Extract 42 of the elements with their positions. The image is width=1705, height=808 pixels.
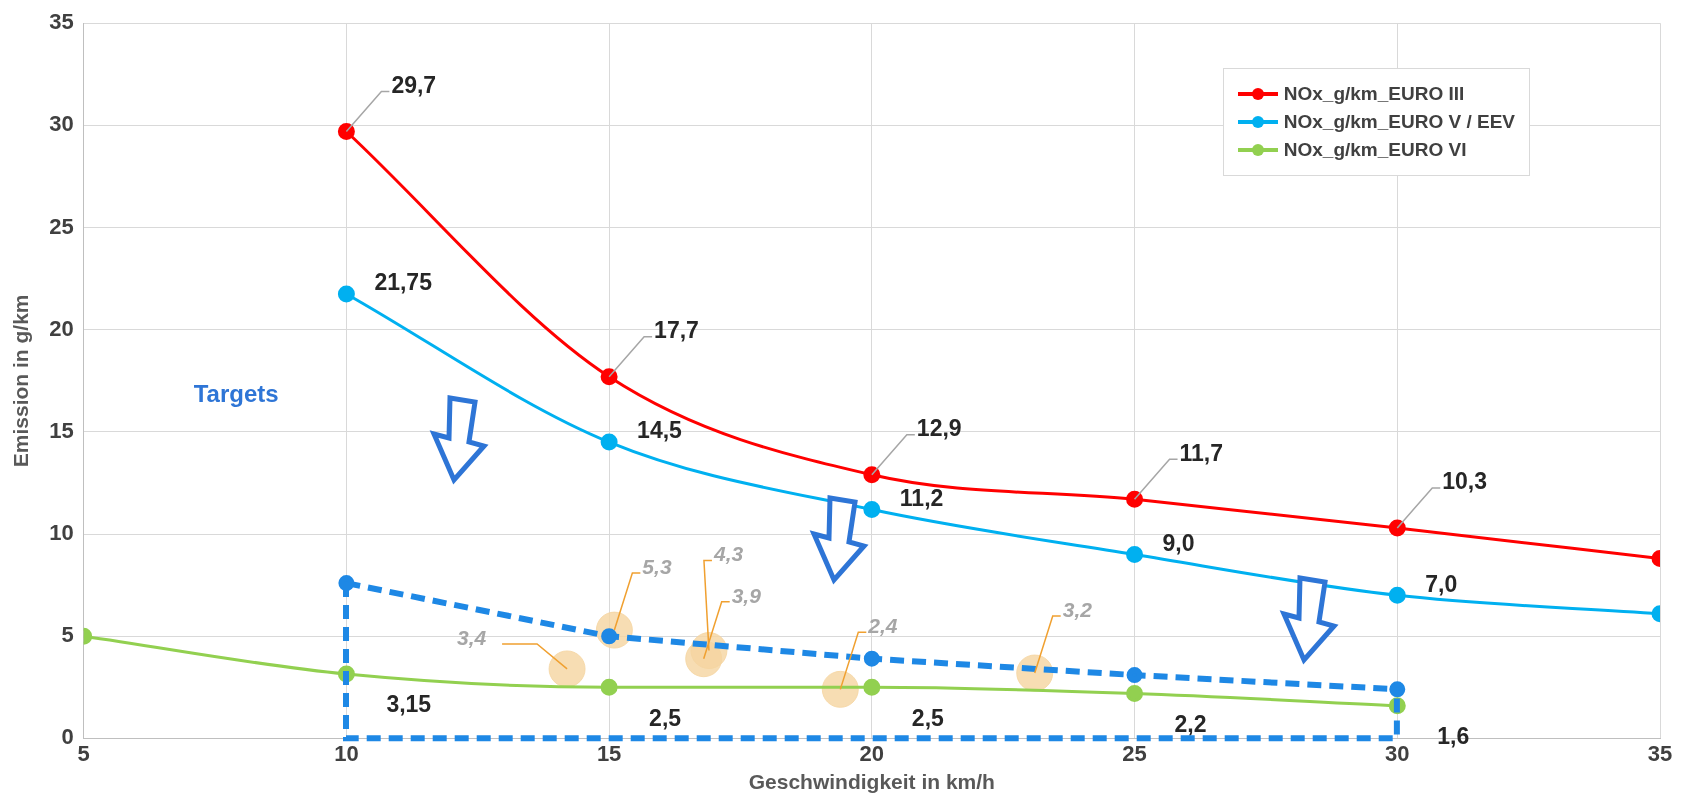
x-tick-label: 20 — [859, 740, 885, 766]
x-tick-label: 10 — [334, 740, 359, 766]
y-axis-title: Emission in g/km — [9, 294, 33, 468]
y-tick-label: 20 — [49, 315, 74, 341]
y-tick-label: 35 — [49, 9, 74, 35]
y-tick-label: 25 — [49, 213, 74, 239]
data-label: 2,5 — [649, 704, 682, 731]
data-label: 2,5 — [911, 704, 945, 731]
y-tick-label: 0 — [61, 724, 74, 750]
data-label: 3,9 — [731, 583, 762, 607]
x-tick-label: 35 — [1647, 740, 1673, 766]
data-label: 21,75 — [374, 269, 433, 296]
x-axis-title: Geschwindigkeit in km/h — [748, 770, 995, 794]
data-label: 3,15 — [386, 691, 432, 718]
data-label: 14,5 — [637, 417, 683, 444]
y-tick-label: 15 — [49, 417, 74, 443]
data-label: 10,3 — [1442, 468, 1488, 495]
data-label: 17,7 — [654, 317, 699, 344]
y-tick-label: 30 — [49, 111, 74, 137]
data-label: 2,2 — [1174, 710, 1207, 737]
data-label: 7,0 — [1425, 570, 1458, 597]
legend-label: NOx_g/km_EURO VI — [1283, 139, 1467, 162]
data-label: 9,0 — [1162, 529, 1195, 556]
data-label: 1,6 — [1437, 723, 1470, 750]
data-label: 2,4 — [867, 614, 898, 638]
annotation: Targets — [193, 380, 279, 408]
data-label: 11,7 — [1179, 439, 1224, 466]
data-label: 3,4 — [457, 625, 487, 649]
data-label: 5,3 — [642, 554, 672, 578]
y-tick-label: 10 — [49, 520, 74, 546]
data-label: 12,9 — [916, 415, 962, 442]
legend-label: NOx_g/km_EURO III — [1283, 83, 1465, 106]
x-tick-label: 25 — [1122, 740, 1147, 766]
x-tick-label: 30 — [1385, 740, 1410, 766]
data-label: 29,7 — [391, 71, 437, 98]
data-label: 3,2 — [1062, 597, 1093, 621]
x-tick-label: 5 — [77, 740, 90, 766]
data-label: 4,3 — [712, 542, 744, 566]
data-label: 11,2 — [899, 484, 944, 511]
legend-label: NOx_g/km_EURO V / EEV — [1283, 111, 1515, 134]
x-tick-label: 15 — [596, 740, 622, 766]
y-tick-label: 5 — [61, 622, 74, 648]
